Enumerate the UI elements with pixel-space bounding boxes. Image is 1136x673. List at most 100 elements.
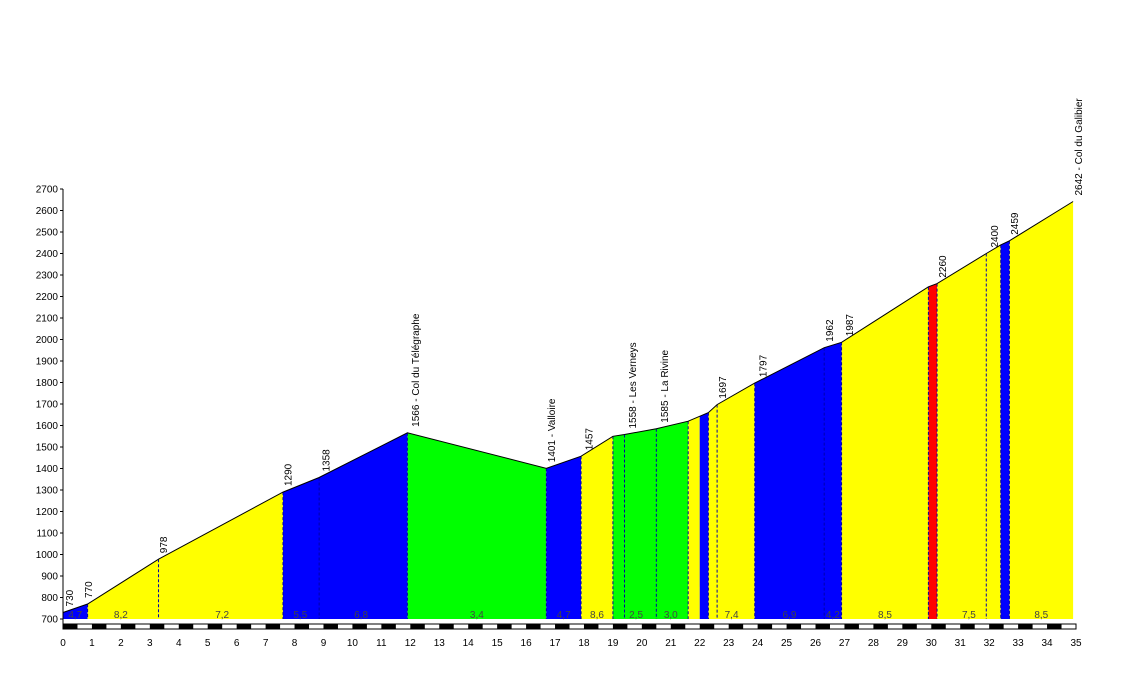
segment-fill-8 [699, 412, 709, 619]
gradient-label-0: 4,7 [68, 610, 82, 621]
x-tick-label-24: 24 [752, 638, 764, 649]
y-tick-label-10: 1700 [36, 400, 59, 411]
km-block-12 [410, 624, 425, 629]
gradient-label-12: 2,5 [629, 610, 643, 621]
point-label-4: 1358 [321, 449, 332, 472]
km-block-5 [207, 624, 223, 629]
segment-fill-5 [581, 436, 613, 619]
segment-fill-6 [612, 421, 689, 619]
x-tick-label-15: 15 [492, 638, 504, 649]
km-block-11 [381, 624, 396, 629]
point-label-1: 770 [84, 581, 95, 598]
point-label-11: 1797 [758, 354, 769, 377]
y-tick-label-8: 1500 [36, 443, 59, 454]
km-block-23 [728, 624, 744, 629]
segment-fill-1 [87, 492, 283, 619]
gradient-label-6: 7,5 [962, 610, 976, 621]
point-label-17: 2642 - Col du Galibier [1074, 98, 1085, 196]
x-tick-label-29: 29 [897, 638, 909, 649]
y-tick-label-12: 1900 [36, 357, 59, 368]
km-block-25 [786, 624, 802, 629]
km-block-10 [352, 624, 367, 629]
y-tick-label-7: 1400 [36, 464, 59, 475]
x-tick-label-6: 6 [234, 638, 240, 649]
point-label-0: 730 [65, 589, 76, 606]
segment-fill-2 [282, 432, 408, 619]
x-tick-label-7: 7 [263, 638, 269, 649]
gradient-label-14: 6,9 [783, 610, 797, 621]
gradient-label-4: 7,4 [725, 610, 739, 621]
x-tick-label-18: 18 [578, 638, 590, 649]
x-tick-label-3: 3 [147, 638, 153, 649]
km-block-13 [439, 624, 454, 629]
km-block-29 [902, 624, 917, 629]
point-label-7: 1457 [585, 428, 596, 451]
segment-fill-13 [937, 244, 1001, 619]
km-block-19 [612, 624, 628, 629]
x-tick-label-20: 20 [636, 638, 648, 649]
y-tick-label-13: 2000 [36, 335, 59, 346]
y-tick-label-0: 700 [41, 615, 58, 626]
segment-fill-7 [688, 416, 700, 619]
x-tick-label-31: 31 [955, 638, 967, 649]
km-block-8 [294, 624, 310, 629]
x-tick-label-5: 5 [205, 638, 211, 649]
x-tick-label-8: 8 [292, 638, 298, 649]
y-tick-label-14: 2100 [36, 314, 59, 325]
km-block-33 [1018, 624, 1033, 629]
x-tick-label-0: 0 [60, 638, 66, 649]
km-block-14 [468, 624, 483, 629]
x-tick-label-19: 19 [607, 638, 619, 649]
point-label-12: 1962 [825, 319, 836, 342]
x-tick-label-28: 28 [868, 638, 880, 649]
gradient-label-8: 8,2 [114, 610, 128, 621]
y-tick-label-3: 1000 [36, 550, 59, 561]
y-tick-label-5: 1200 [36, 507, 59, 518]
km-block-31 [960, 624, 975, 629]
segment-fill-15 [1009, 201, 1074, 619]
km-block-15 [497, 624, 512, 629]
gradient-label-9: 7,2 [215, 610, 229, 621]
y-tick-label-16: 2300 [36, 271, 59, 282]
y-tick-label-1: 800 [41, 593, 58, 604]
segment-fill-14 [1000, 240, 1010, 620]
gradient-label-5: 8,5 [878, 610, 892, 621]
y-tick-label-15: 2200 [36, 292, 59, 303]
x-tick-label-10: 10 [347, 638, 359, 649]
point-label-2: 978 [159, 536, 170, 553]
x-tick-label-27: 27 [839, 638, 851, 649]
profile-line [62, 201, 1074, 613]
point-label-15: 2400 [990, 225, 1001, 248]
km-block-0 [63, 624, 78, 629]
x-tick-label-12: 12 [405, 638, 417, 649]
gradient-label-13: 3,0 [664, 610, 678, 621]
gradient-label-11: 6,8 [354, 610, 368, 621]
gradient-label-2: 4,7 [557, 610, 571, 621]
km-block-32 [989, 624, 1004, 629]
label-layer: 4,7 3,4 4,7 8,6 7,4 8,5 7,5 8,5 8,2 7,2 5,5 6,8 2,5 3… [65, 98, 1085, 621]
x-tick-label-16: 16 [521, 638, 533, 649]
y-tick-label-20: 2700 [36, 185, 59, 196]
x-tick-label-11: 11 [376, 638, 387, 649]
y-tick-label-19: 2600 [36, 206, 59, 217]
gradient-label-1: 3,4 [470, 610, 484, 621]
km-block-18 [583, 624, 599, 629]
segment-fill-11 [841, 286, 929, 619]
km-block-17 [555, 624, 570, 629]
x-tick-label-30: 30 [926, 638, 938, 649]
km-block-21 [670, 624, 686, 629]
x-tick-label-22: 22 [694, 638, 706, 649]
km-block-1 [91, 624, 107, 629]
divider-layer [87, 240, 1010, 619]
x-tick-label-17: 17 [549, 638, 561, 649]
y-tick-label-9: 1600 [36, 421, 59, 432]
profile-line-layer [62, 201, 1074, 613]
segment-fill-10 [754, 342, 842, 619]
km-block-9 [323, 624, 338, 629]
km-block-20 [641, 624, 657, 629]
x-tick-label-32: 32 [984, 638, 996, 649]
km-block-26 [815, 624, 830, 629]
point-label-14: 2260 [938, 255, 949, 278]
x-tick-label-35: 35 [1070, 638, 1082, 649]
